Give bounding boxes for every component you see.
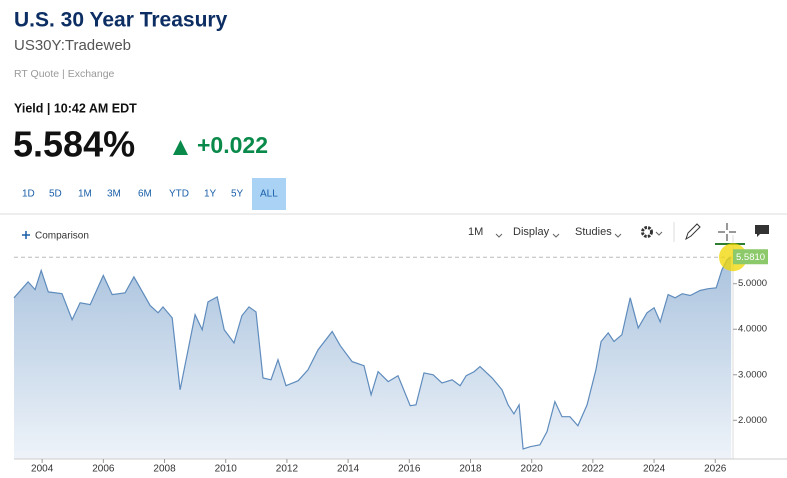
last-value-box (733, 249, 768, 265)
title: U.S. 30 Year Treasury (14, 9, 228, 32)
range-label: YTD (169, 189, 189, 200)
range-label: 3M (107, 189, 121, 200)
x-tick-label: 2026 (704, 464, 727, 475)
comment-button[interactable] (755, 225, 769, 237)
comparison-button[interactable]: Comparison (22, 231, 89, 242)
y-tick-label: 3.0000 (738, 369, 767, 380)
range-button[interactable]: 5D (49, 189, 62, 200)
settings-button[interactable] (641, 226, 663, 238)
x-tick-label: 2022 (582, 464, 605, 475)
range-label: ALL (260, 189, 278, 200)
display-dropdown[interactable]: Display (513, 226, 550, 238)
x-tick-label: 2018 (459, 464, 482, 475)
range-button[interactable]: 6M (138, 189, 152, 200)
x-tick-label: 2010 (215, 464, 238, 475)
caret (655, 231, 663, 236)
interval-dropdown[interactable]: 1M (468, 226, 483, 238)
gear-icon (641, 226, 653, 238)
quote-label: Yield | 10:42 AM EDT (14, 101, 137, 115)
x-tick-label: 2004 (31, 464, 54, 475)
range-button[interactable]: 5Y (231, 189, 244, 200)
y-tick-label: 2.0000 (738, 415, 767, 426)
range-button[interactable]: 1Y (204, 189, 217, 200)
crosshair-button[interactable] (718, 223, 736, 241)
range-label: 1D (22, 189, 35, 200)
studies-dropdown[interactable]: Studies (575, 226, 612, 238)
area (14, 257, 732, 459)
chart: 2.0000 3.0000 4.0000 5.0000 2004 2006 2008 2010… (13, 235, 787, 475)
range-label: 1M (78, 189, 92, 200)
plus-icon (22, 231, 30, 239)
x-tick-label: 2020 (521, 464, 544, 475)
range-label: 5Y (231, 189, 244, 200)
x-tick-label: 2008 (153, 464, 176, 475)
caret (552, 233, 560, 238)
comparison-label: Comparison (35, 231, 89, 242)
quote-change: +0.022 (197, 132, 268, 158)
range-label: 1Y (204, 189, 217, 200)
x-tick-label: 2006 (92, 464, 115, 475)
range-label: 5D (49, 189, 62, 200)
range-button[interactable]: YTD (169, 189, 189, 200)
y-tick-label: 5.0000 (738, 278, 767, 289)
range-button[interactable]: 3M (107, 189, 121, 200)
y-tick-label: 4.0000 (738, 324, 767, 335)
range-button[interactable]: 1D (22, 189, 35, 200)
last-value-label: 5.5810 (736, 252, 765, 263)
x-tick-label: 2012 (276, 464, 299, 475)
symbol: US30Y:Tradeweb (14, 37, 131, 54)
quote-value: 5.584% (13, 124, 135, 165)
caret (495, 233, 503, 238)
line (13, 256, 732, 450)
source: RT Quote | Exchange (14, 68, 115, 80)
caret (614, 233, 622, 238)
range-label: 6M (138, 189, 152, 200)
x-tick-label: 2014 (337, 464, 360, 475)
x-tick-label: 2024 (643, 464, 666, 475)
up-arrow (173, 140, 188, 155)
range-highlight (252, 178, 286, 210)
x-tick-label: 2016 (398, 464, 421, 475)
range-button[interactable]: 1M (78, 189, 92, 200)
range-button[interactable]: ALL (252, 178, 286, 210)
draw-button[interactable] (685, 223, 701, 241)
